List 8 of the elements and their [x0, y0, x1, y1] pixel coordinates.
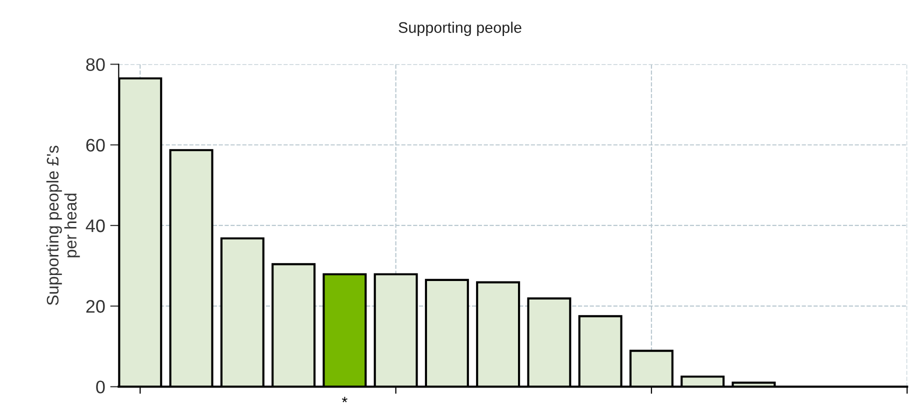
x-tick-label: * [342, 396, 348, 402]
y-axis-title: Supporting people £'s per head [46, 146, 80, 306]
y-tick-label: 40 [86, 219, 105, 232]
y-tick-label: 0 [96, 380, 105, 394]
chart-title: Supporting people [398, 22, 522, 36]
y-tick-label: 20 [86, 300, 105, 313]
y-tick-label: 80 [86, 58, 105, 71]
y-tick-label: 60 [86, 138, 105, 152]
